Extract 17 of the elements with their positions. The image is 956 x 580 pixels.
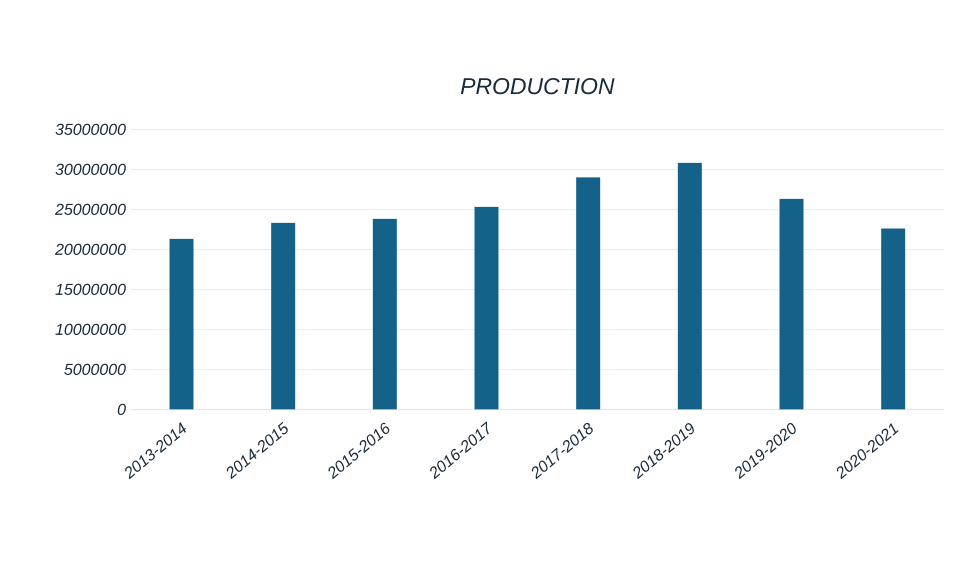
bar: [780, 198, 804, 410]
bar: [576, 177, 600, 410]
y-tick-label: 15000000: [55, 284, 126, 295]
bar: [881, 228, 906, 410]
chart-title: PRODUCTION: [460, 78, 614, 94]
y-tick-label: 25000000: [54, 204, 126, 215]
y-tick-label: 30000000: [55, 164, 126, 175]
bar: [170, 238, 194, 410]
bar: [372, 218, 397, 410]
bar: [474, 206, 498, 410]
y-tick-label: 5000000: [64, 364, 126, 375]
y-tick-label: 10000000: [55, 324, 126, 335]
bar: [678, 162, 702, 410]
y-tick-label: 0: [118, 404, 126, 415]
y-tick-label: 35000000: [55, 124, 126, 135]
y-tick-label: 20000000: [54, 244, 126, 255]
bar: [271, 222, 296, 410]
